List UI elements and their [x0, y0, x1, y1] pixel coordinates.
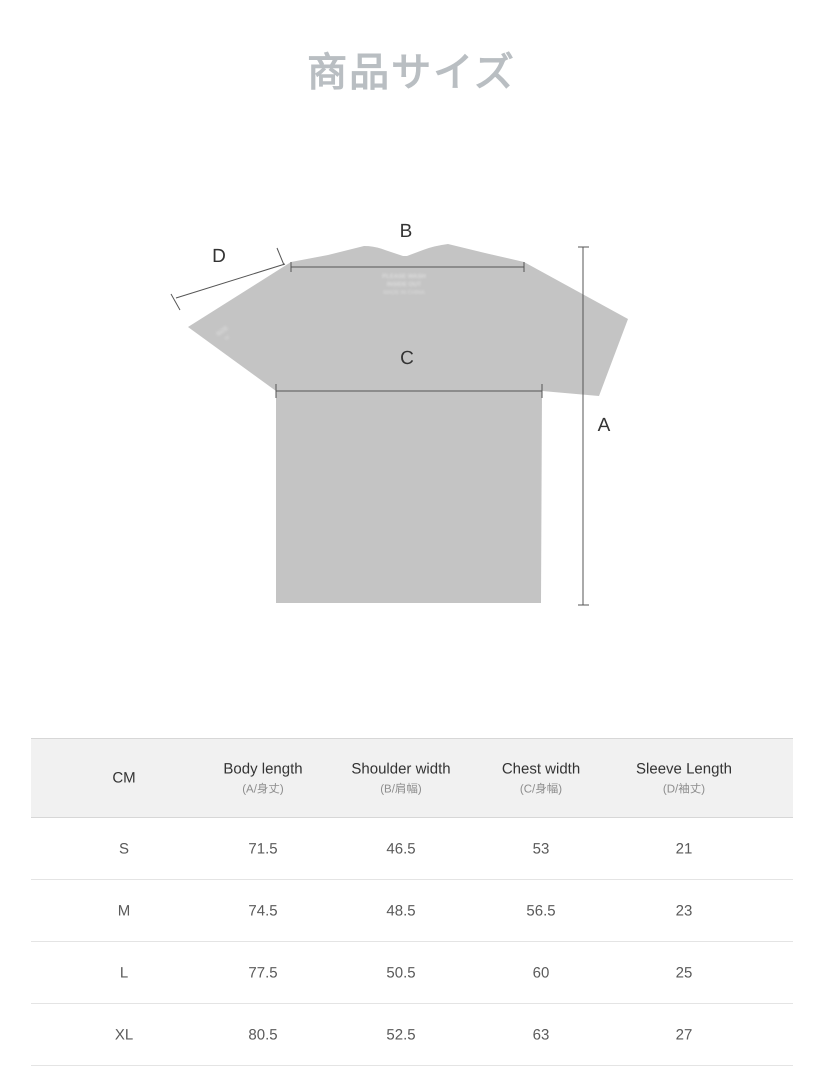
svg-text:PLEASE WASH: PLEASE WASH [382, 273, 426, 280]
svg-text:MADE IN CHINA: MADE IN CHINA [383, 290, 425, 296]
svg-text:INSIDE OUT: INSIDE OUT [387, 281, 422, 288]
